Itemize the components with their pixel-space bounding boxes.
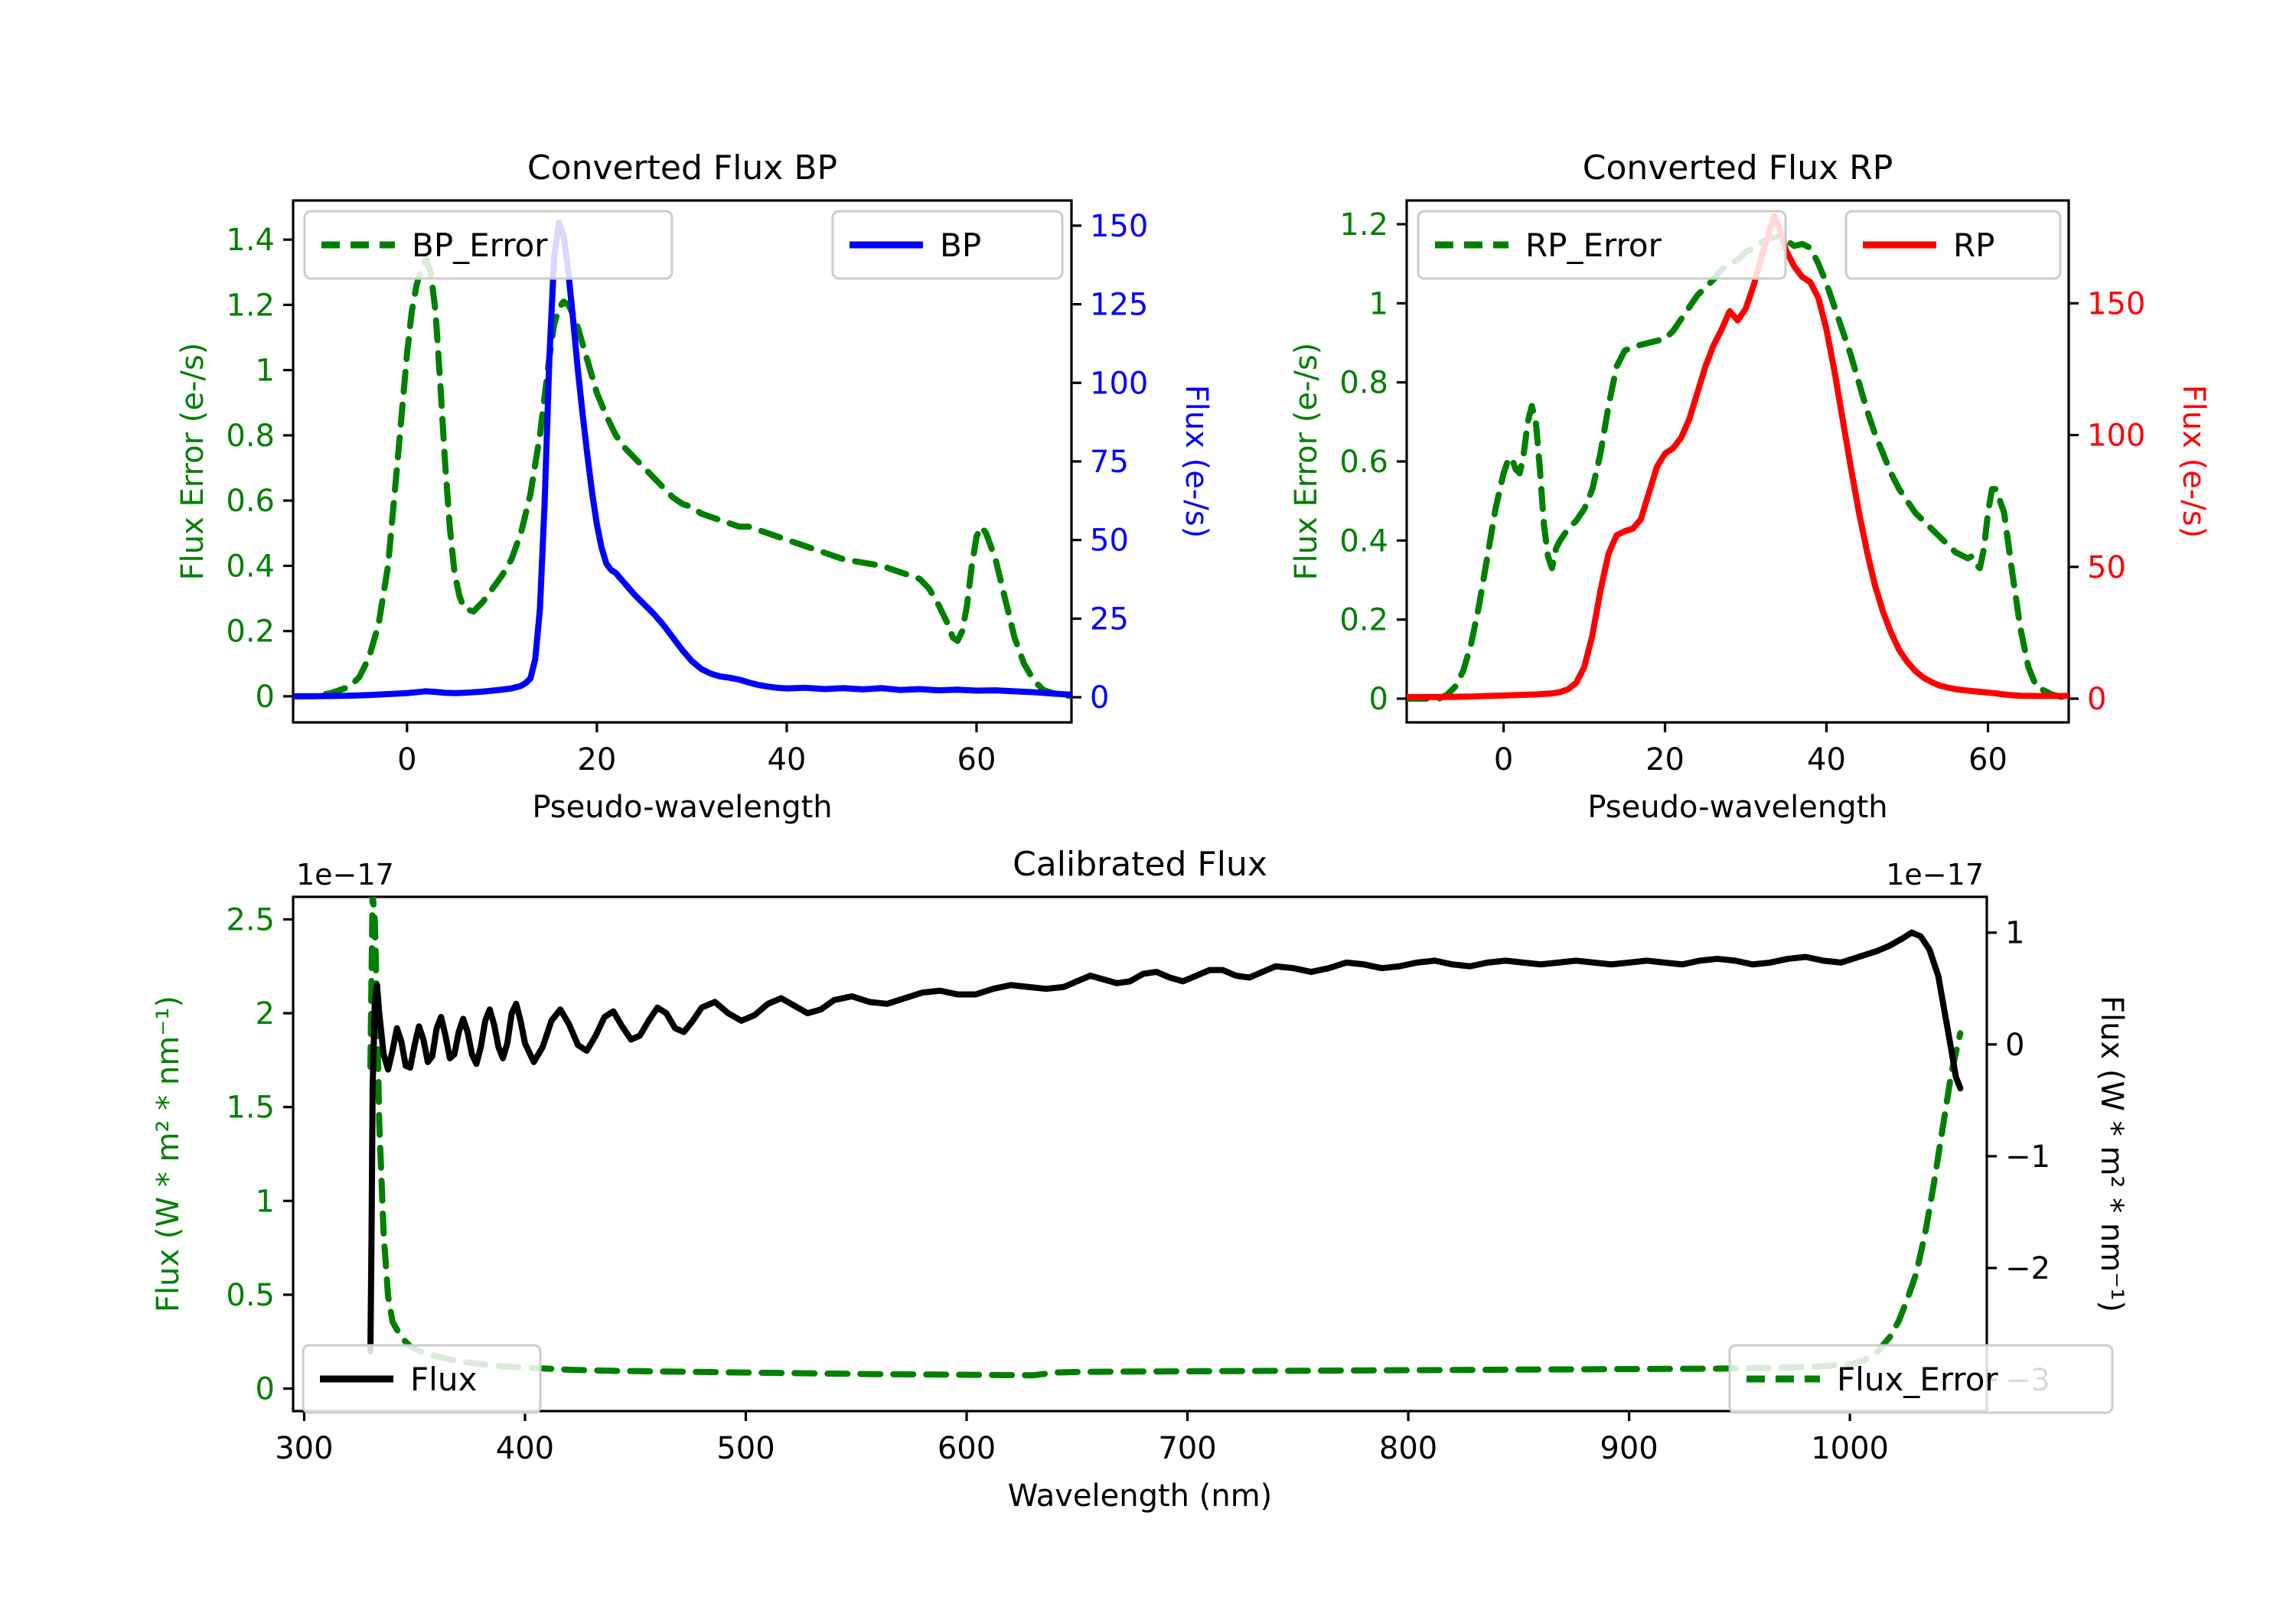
x-axis-label: Pseudo-wavelength	[1587, 790, 1887, 825]
y-tick-label: 1.2	[226, 288, 275, 323]
legend-label-rp_error: RP_Error	[1525, 227, 1662, 264]
y-tick-label: 0	[1369, 682, 1388, 717]
y-axis-label: Flux Error (e-/s)	[1289, 343, 1324, 581]
legend-box[interactable]	[1844, 210, 2062, 280]
y-tick-label: 0	[256, 1372, 275, 1407]
y-axis-label: Flux (W * m² * nm⁻¹)	[151, 996, 186, 1312]
y-tick-label: 1	[1369, 286, 1388, 321]
y2-tick-label: 100	[2087, 419, 2145, 454]
y2-axis-label: Flux (W * m² * nm⁻¹)	[2094, 996, 2129, 1312]
subplot-converted-flux-rp: Converted Flux RP 0 20 40 60 Pseudo-wavelengt…	[1289, 148, 2211, 825]
y-tick-label: 0.8	[226, 419, 275, 454]
subplot-title: Calibrated Flux	[1013, 845, 1267, 884]
y-tick-label: 1	[256, 354, 275, 389]
legend-rp_error[interactable]: RP_Error	[1417, 210, 1787, 280]
y-tick-label: 0.6	[1339, 445, 1388, 480]
y2-tick-label: −2	[2005, 1251, 2050, 1286]
subplot-title: Converted Flux BP	[527, 148, 837, 187]
legend-label-flux_error: Flux_Error	[1837, 1361, 1998, 1398]
y2-tick-label: 0	[2087, 682, 2106, 717]
subplot-title: Converted Flux RP	[1583, 148, 1893, 187]
series-flux	[367, 929, 1964, 1354]
y-tick-label: 0	[256, 680, 275, 715]
legend-box[interactable]	[302, 1344, 542, 1414]
x-tick-label: 300	[275, 1431, 333, 1466]
data-lines	[293, 219, 1071, 699]
y2-tick-label: 0	[1090, 680, 1109, 715]
x-tick-label: 0	[1494, 742, 1513, 777]
y-tick-label: 1.4	[226, 223, 275, 258]
x-tick-label: 60	[1968, 742, 2007, 777]
x-tick-label: 600	[938, 1431, 996, 1466]
x-tick-label: 800	[1379, 1431, 1437, 1466]
y2-tick-label: 25	[1090, 601, 1129, 637]
y-tick-label: 0.2	[1339, 603, 1388, 638]
y2-tick-label: 1	[2005, 916, 2024, 951]
data-lines	[1407, 213, 2069, 702]
y-tick-label: 0.5	[226, 1278, 275, 1313]
legend-label-bp: BP	[940, 227, 981, 264]
y2-tick-label: 150	[1090, 209, 1148, 244]
y2-axis-label: Flux (e-/s)	[1179, 385, 1214, 538]
subplot-converted-flux-bp: Converted Flux BP 0 20 40 60 Pseudo-wavelengt…	[175, 148, 1214, 825]
y2-tick-label: 0	[2005, 1028, 2024, 1063]
legend-label-rp: RP	[1953, 227, 1995, 264]
y2-axis-label: Flux (e-/s)	[2176, 385, 2211, 538]
x-tick-label: 500	[716, 1431, 775, 1466]
x-tick-label: 400	[496, 1431, 554, 1466]
x-axis-label: Pseudo-wavelength	[532, 790, 832, 825]
legend-rp[interactable]: RP	[1844, 210, 2062, 280]
y-tick-label: 1	[256, 1184, 275, 1219]
y-tick-label: 2.5	[226, 902, 275, 937]
y-tick-label: 2	[256, 996, 275, 1032]
legend-box[interactable]	[1417, 210, 1787, 280]
legend-label-bp_error: BP_Error	[412, 227, 548, 264]
x-axis-label: Wavelength (nm)	[1008, 1478, 1273, 1514]
legend-bp[interactable]: BP	[831, 210, 1064, 280]
x-tick-label: 60	[957, 742, 996, 777]
legend-box[interactable]	[1728, 1344, 2114, 1414]
y-axis-label: Flux Error (e-/s)	[175, 343, 210, 581]
legend-flux[interactable]: Flux	[302, 1344, 542, 1414]
x-tick-label: 1000	[1811, 1431, 1889, 1466]
y2-tick-label: −1	[2005, 1139, 2050, 1175]
x-tick-label: 700	[1158, 1431, 1216, 1466]
x-tick-label: 0	[397, 742, 416, 777]
x-tick-label: 20	[1645, 742, 1684, 777]
legend-label-flux: Flux	[410, 1361, 477, 1398]
y-tick-label: 0.4	[226, 549, 275, 584]
y2-tick-label: 100	[1090, 366, 1148, 401]
x-tick-label: 40	[1807, 742, 1846, 777]
y2-tick-label: 150	[2087, 286, 2145, 321]
y-tick-label: 0.8	[1339, 366, 1388, 401]
legend-box[interactable]	[831, 210, 1064, 280]
y2-tick-label: 50	[2087, 550, 2126, 585]
x-tick-label: 20	[577, 742, 616, 777]
y-tick-label: 1.5	[226, 1090, 275, 1126]
y2-tick-label: 50	[1090, 523, 1129, 559]
series-flux_error	[367, 897, 1964, 1379]
legend-bp_error[interactable]: BP_Error	[303, 210, 673, 280]
y2-tick-label: 75	[1090, 445, 1129, 480]
legend-flux_error[interactable]: Flux_Error	[1728, 1344, 2114, 1414]
axes-frame	[292, 895, 1988, 1413]
y2-offset-text: 1e−17	[1886, 858, 1984, 892]
y2-tick-label: 125	[1090, 288, 1148, 323]
y-tick-label: 0.4	[1339, 523, 1388, 559]
legend-box[interactable]	[303, 210, 673, 280]
series-bp_error	[293, 256, 1071, 699]
y-tick-label: 1.2	[1339, 207, 1388, 243]
series-rp_error	[1407, 233, 2069, 702]
x-tick-label: 900	[1600, 1431, 1658, 1466]
data-lines	[367, 897, 1964, 1379]
y-tick-label: 0.6	[226, 484, 275, 519]
y-offset-text: 1e−17	[296, 858, 394, 892]
y-tick-label: 0.2	[226, 614, 275, 650]
series-rp	[1407, 213, 2069, 700]
x-tick-label: 40	[767, 742, 806, 777]
series-bp	[293, 219, 1071, 699]
